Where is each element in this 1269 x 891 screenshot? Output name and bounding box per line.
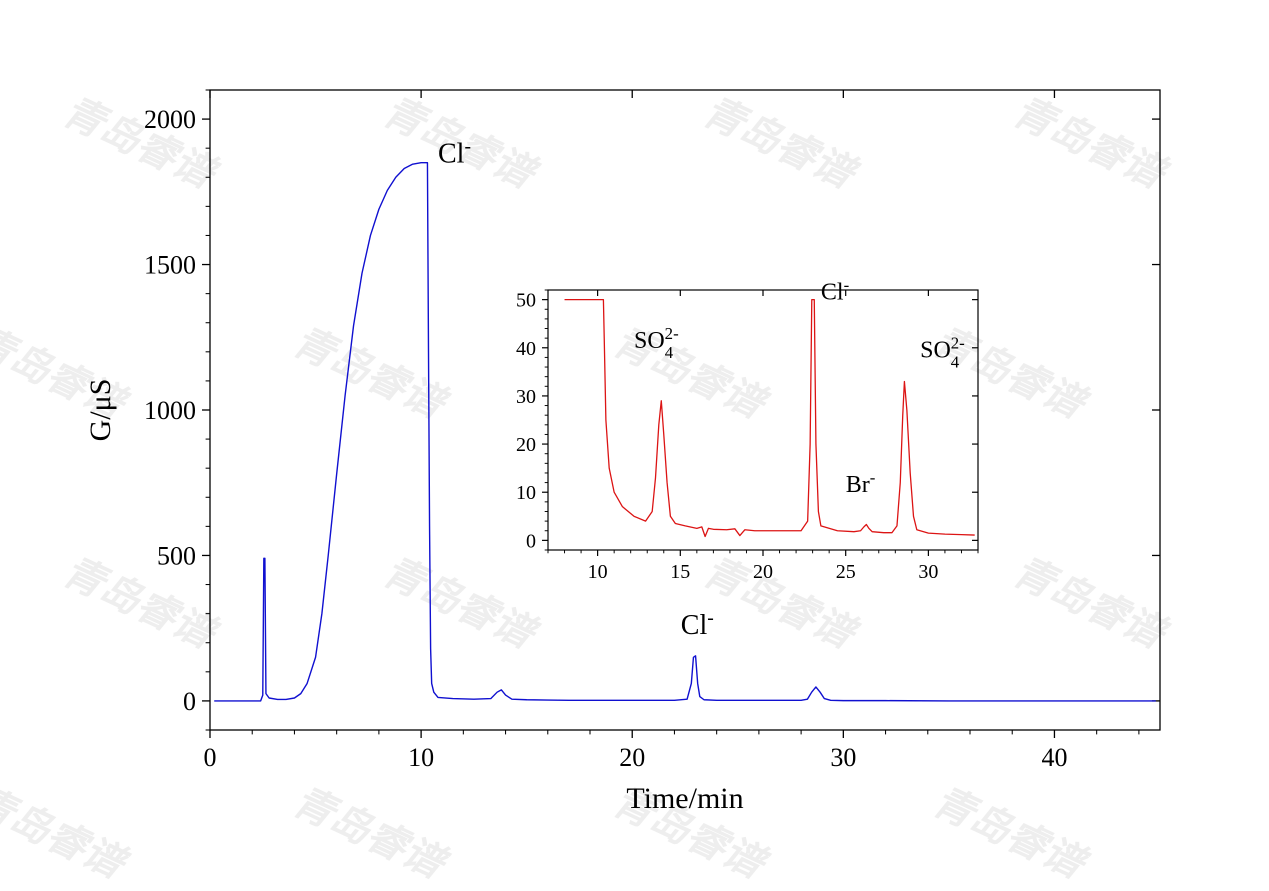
- main-chart-ytick-label: 1000: [144, 396, 196, 425]
- inset-chart-xtick-label: 10: [588, 561, 608, 583]
- inset-chart-peak-label: Br-: [846, 468, 876, 499]
- main-chart-ytick-label: 2000: [144, 105, 196, 134]
- inset-chart-xtick-label: 25: [836, 561, 856, 583]
- main-chart-xtick-label: 30: [830, 743, 856, 772]
- main-chart-xtick-label: 40: [1041, 743, 1067, 772]
- main-chart-peak-label: Cl-: [438, 136, 471, 170]
- inset-chart-ytick-label: 30: [516, 386, 536, 408]
- main-chart-xtick-label: 20: [619, 743, 645, 772]
- inset-chart-ytick-label: 50: [516, 290, 536, 312]
- inset-chart-xtick-label: 15: [670, 561, 690, 583]
- main-chart-xtick-label: 0: [204, 743, 217, 772]
- main-chart-peak-label: Cl-: [681, 608, 714, 642]
- main-chart-ytick-label: 1500: [144, 251, 196, 280]
- inset-chart-peak-label: Cl-: [821, 275, 849, 306]
- main-chart-ytick-label: 500: [157, 542, 196, 571]
- main-chart-ylabel: G/μS: [84, 379, 117, 442]
- main-chart-xlabel: Time/min: [626, 782, 743, 815]
- inset-chart-ytick-label: 0: [526, 530, 536, 552]
- inset-chart-ytick-label: 10: [516, 482, 536, 504]
- inset-chart-peak-label: SO42-: [634, 323, 679, 361]
- inset-chart-peak-label: SO42-: [920, 333, 965, 371]
- main-chart-xtick-label: 10: [408, 743, 434, 772]
- inset-chart-series-line: [565, 300, 975, 537]
- inset-chart-ytick-label: 20: [516, 434, 536, 456]
- main-chart-ytick-label: 0: [183, 687, 196, 716]
- inset-chart-xtick-label: 20: [753, 561, 773, 583]
- inset-chart-xtick-label: 30: [918, 561, 938, 583]
- inset-chart-ytick-label: 40: [516, 338, 536, 360]
- chromatogram-figure: 0102030400500100015002000Cl-Cl-Time/minG…: [0, 0, 1269, 891]
